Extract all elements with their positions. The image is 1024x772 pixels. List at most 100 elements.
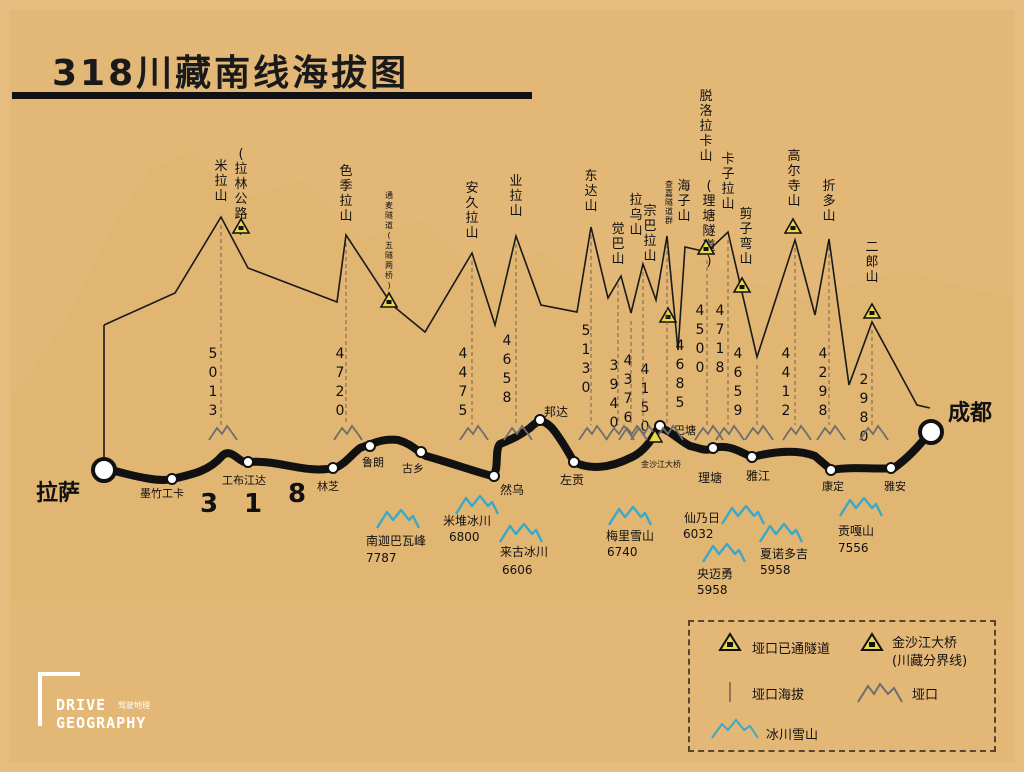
svg-text:5: 5 [641, 400, 650, 416]
svg-text:5: 5 [696, 322, 705, 338]
svg-text:山: 山 [611, 252, 624, 267]
pass-elevation: 5 1 3 0 [582, 323, 591, 396]
legend-tunnel-label: 垭口已通隧道 [752, 642, 831, 657]
glacier-icon [720, 504, 766, 525]
svg-text:9: 9 [819, 384, 828, 400]
route-number-digit: 8 [288, 479, 306, 509]
glacier-icon [758, 522, 804, 543]
svg-text:9: 9 [610, 377, 619, 393]
town-label: 工布江达 [222, 474, 266, 487]
svg-text:山: 山 [822, 209, 835, 224]
glacier-elevation: 6606 [502, 563, 533, 577]
pass-elevation: 4 5 0 0 [696, 303, 705, 376]
tunnel-opening [790, 226, 796, 230]
svg-text:拉: 拉 [214, 174, 227, 189]
svg-text:4: 4 [336, 346, 345, 362]
pass-icon [859, 424, 889, 441]
glacier-name: 仙乃日 [684, 511, 720, 525]
title-underline [12, 92, 532, 99]
town-label: 巴塘 [674, 423, 696, 437]
legend-elevation-label: 垭口海拔 [752, 688, 805, 703]
town-label: 康定 [822, 479, 844, 493]
svg-text:0: 0 [610, 415, 619, 431]
svg-text:0: 0 [860, 429, 869, 445]
svg-text:1: 1 [209, 384, 218, 400]
svg-text:山: 山 [584, 199, 597, 214]
route-number-digit: 3 [200, 489, 218, 519]
pass-icon [605, 424, 635, 441]
svg-text:8: 8 [819, 403, 828, 419]
pass-icon [459, 424, 489, 441]
svg-text:拉: 拉 [465, 211, 478, 226]
town-label: 墨竹工卡 [140, 486, 184, 500]
legend-tunnel-icon [718, 632, 742, 651]
town-dot [746, 451, 758, 463]
pass-name: 觉巴山 [611, 222, 624, 267]
pass-elevation: 4 7 1 8 [716, 303, 725, 376]
svg-text:0: 0 [582, 380, 591, 396]
svg-text:寺: 寺 [787, 179, 800, 194]
town-label: 左贡 [560, 472, 584, 487]
page-title: 318川藏南线海拔图 [52, 53, 410, 94]
svg-text:米: 米 [214, 159, 227, 174]
logo-line2: GEOGRAPHY [56, 714, 147, 732]
pass-elevation: 4 4 1 2 [782, 346, 791, 419]
svg-text:色: 色 [339, 163, 352, 179]
svg-text:拉: 拉 [629, 193, 642, 208]
pass-icon [503, 424, 533, 441]
svg-text:4: 4 [696, 303, 705, 319]
svg-text:子: 子 [677, 194, 690, 209]
svg-text:8: 8 [503, 390, 512, 406]
svg-text:山: 山 [865, 270, 878, 285]
glacier-elevation: 6800 [449, 530, 480, 544]
route-number-digit: 1 [244, 489, 262, 519]
svg-text:山: 山 [787, 194, 800, 209]
pass-icon [816, 424, 846, 441]
svg-text:4: 4 [459, 346, 468, 362]
svg-text:隧: 隧 [385, 210, 393, 220]
legend-glacier-label: 冰川雪山 [766, 728, 819, 743]
pass-elevation: 4 6 5 8 [503, 333, 512, 406]
svg-text:道: 道 [385, 220, 393, 230]
town-dot [166, 473, 178, 485]
svg-text:3: 3 [209, 403, 218, 419]
town-label: 然乌 [500, 482, 524, 497]
glacier-elevation: 5958 [697, 583, 728, 597]
glacier-elevation: 6032 [683, 527, 714, 541]
elevation-profile [103, 215, 931, 409]
svg-text:7: 7 [716, 322, 725, 338]
bridge-icon [646, 428, 664, 443]
town-dot [327, 462, 339, 474]
pass-elevation: 4 6 8 5 [676, 338, 685, 411]
svg-text:5: 5 [676, 395, 685, 411]
svg-text:卡: 卡 [699, 134, 712, 149]
svg-text:东: 东 [584, 169, 597, 184]
svg-text:8: 8 [860, 410, 869, 426]
svg-text:4: 4 [503, 333, 512, 349]
svg-text:拉: 拉 [339, 194, 352, 209]
svg-text:理: 理 [702, 194, 715, 209]
svg-text:0: 0 [696, 341, 705, 357]
legend-bridge-label: 金沙江大桥 [892, 636, 958, 651]
svg-text:4: 4 [641, 362, 650, 378]
svg-text:子: 子 [739, 222, 752, 237]
pass-name: 折多山 [822, 179, 835, 224]
svg-text:郎: 郎 [865, 255, 878, 270]
svg-text:巴: 巴 [643, 219, 656, 234]
glacier-icon [498, 522, 544, 543]
glacier-name: 米堆冰川 [443, 514, 491, 528]
glacier-elevation: 5958 [760, 563, 791, 577]
town-label: 邦达 [544, 405, 568, 419]
svg-text:9: 9 [734, 403, 743, 419]
pass-name: 东达山 [584, 169, 597, 214]
town-label: 理塘 [698, 470, 722, 485]
pass-elevation: 4 7 2 0 [336, 346, 345, 419]
legend-bridge-icon [860, 632, 884, 651]
